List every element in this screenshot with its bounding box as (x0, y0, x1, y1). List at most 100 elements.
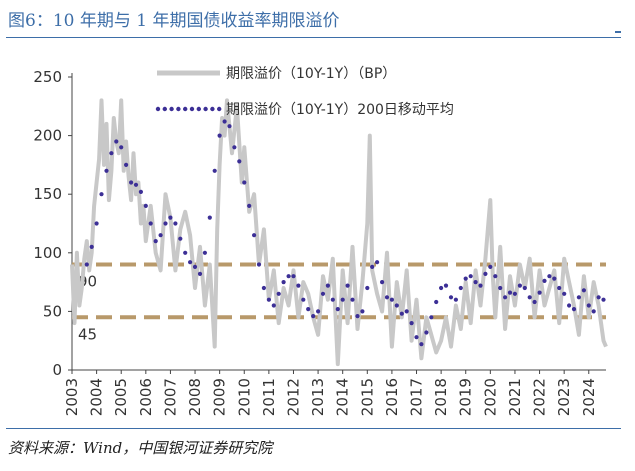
ma-point (360, 309, 365, 314)
ma-point (119, 145, 124, 150)
title-rule (6, 37, 621, 38)
ma-point (114, 139, 119, 144)
y-tick-label: 250 (33, 68, 62, 86)
ma-point (89, 244, 94, 249)
ma-point (576, 295, 582, 300)
ma-point (394, 303, 399, 308)
ma-point (542, 278, 547, 283)
ma-point (261, 285, 266, 291)
ma-point (325, 283, 330, 288)
ma-point (355, 314, 360, 319)
source-note: 资料来源：Wind，中国银河证券研究院 (8, 439, 273, 457)
y-tick-label: 0 (52, 361, 62, 379)
ma-point (291, 274, 296, 279)
series-raw-line (70, 98, 608, 367)
ma-point (237, 159, 242, 164)
ma-point (532, 299, 537, 305)
ma-point (94, 221, 99, 226)
ma-point (488, 264, 493, 269)
x-tick-label: 2021 (506, 378, 524, 416)
ma-point (281, 280, 286, 285)
legend-label-ma: 期限溢价（10Y-1Y）200日移动平均 (226, 102, 454, 118)
ma-point (537, 290, 542, 295)
ma-point (507, 290, 513, 295)
x-tick-label: 2006 (137, 378, 155, 416)
legend: 期限溢价（10Y-1Y）（BP） 期限溢价（10Y-1Y）200日移动平均 (155, 66, 454, 118)
ma-point (463, 276, 468, 281)
ma-point (439, 285, 444, 291)
ma-point (547, 274, 552, 279)
series-moving-average (84, 119, 606, 347)
ma-point (522, 285, 527, 291)
ma-point (183, 250, 188, 255)
legend-swatch-ma-dot (196, 106, 201, 112)
reference-label-45: 45 (78, 325, 97, 343)
ma-point (601, 297, 606, 302)
ma-point (247, 203, 252, 208)
ma-point (242, 180, 247, 185)
ma-point (596, 295, 601, 300)
ma-point (197, 271, 203, 276)
y-tick-label: 50 (43, 302, 62, 320)
x-tick-label: 2016 (383, 378, 401, 416)
legend-swatch-ma-dot (176, 106, 181, 112)
ma-point (384, 295, 390, 300)
ma-point (296, 283, 301, 288)
ma-point (153, 239, 158, 244)
ma-point (109, 151, 114, 156)
ma-point (591, 309, 596, 314)
x-tick-label: 2020 (481, 378, 499, 416)
ma-point (335, 307, 340, 312)
x-tick-label: 2010 (235, 378, 253, 416)
legend-swatch-ma-dot (210, 106, 215, 112)
x-tick-label: 2008 (186, 378, 204, 416)
ma-point (503, 295, 508, 300)
ma-point (202, 250, 207, 255)
footer-rule (6, 428, 621, 429)
x-tick-label: 2019 (457, 378, 475, 416)
ma-point (458, 285, 463, 291)
x-tick-label: 2007 (161, 378, 179, 416)
ma-point (419, 342, 424, 347)
ma-point (404, 309, 409, 314)
ma-point (286, 274, 291, 279)
x-tick-label: 2015 (358, 378, 376, 416)
ma-point (207, 215, 212, 220)
legend-swatch-ma-dot (155, 106, 161, 112)
ma-point (483, 271, 488, 276)
ma-point (143, 203, 148, 208)
x-tick-label: 2022 (531, 378, 549, 416)
x-tick-label: 2012 (284, 378, 302, 416)
legend-swatch-ma-dot (189, 106, 195, 112)
ma-point (158, 233, 163, 238)
legend-swatch-ma-dot (217, 106, 222, 112)
ma-point (512, 291, 518, 296)
x-tick-label: 2017 (408, 378, 426, 416)
ma-point (571, 307, 577, 312)
ma-point (389, 297, 394, 302)
legend-swatch-ma-dot (162, 106, 167, 112)
ma-point (252, 233, 257, 238)
ma-point (276, 291, 281, 296)
x-tick-label: 2024 (580, 378, 598, 416)
ma-point (168, 215, 173, 220)
ma-point (448, 295, 454, 300)
ma-point (345, 283, 350, 288)
ma-point (306, 307, 311, 312)
x-tick-label: 2018 (432, 378, 450, 416)
ma-point (473, 280, 478, 285)
ma-point (232, 145, 237, 150)
ma-point (129, 180, 134, 185)
ma-point (104, 168, 109, 173)
ma-point (581, 288, 587, 293)
chart: 0 50 100 150 200 250 2003 2004 2005 2006 2007 2008 2… (33, 66, 608, 416)
legend-swatch-ma-dot (169, 106, 174, 112)
axes: 0 50 100 150 200 250 2003 2004 2005 2006 2007 2008 2… (33, 68, 606, 416)
ma-point (222, 119, 227, 124)
ma-point (350, 297, 355, 302)
ma-point (311, 314, 316, 319)
y-tick-label: 200 (33, 127, 62, 145)
ma-point (478, 283, 483, 288)
ma-point (340, 297, 345, 302)
ma-point (429, 315, 434, 320)
